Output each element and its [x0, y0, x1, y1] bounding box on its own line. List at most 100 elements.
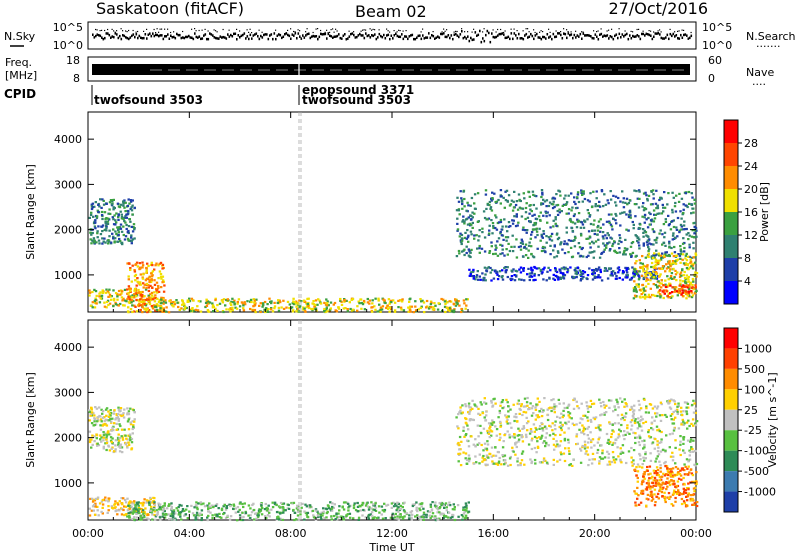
scatter-cell [539, 270, 543, 273]
scatter-cell [115, 509, 119, 512]
scatter-cell [539, 211, 542, 214]
scatter-cell [669, 407, 673, 410]
scatter-cell [127, 306, 130, 309]
scatter-cell [91, 500, 95, 503]
scatter-cell [688, 286, 691, 289]
scatter-cell [329, 508, 332, 511]
scatter-cell [253, 299, 257, 302]
scatter-cell [682, 203, 685, 206]
scatter-cell [685, 259, 689, 262]
scatter-cell [632, 290, 636, 293]
scatter-cell [624, 412, 628, 415]
scatter-cell [388, 310, 391, 313]
scatter-cell [683, 463, 686, 466]
noise-sample [105, 32, 108, 35]
scatter-cell [431, 515, 434, 518]
scatter-cell [606, 269, 609, 272]
scatter-cell [661, 233, 664, 236]
scatter-cell [292, 300, 295, 303]
scatter-cell [205, 304, 209, 307]
scatter-cell [191, 512, 195, 515]
scatter-cell [124, 235, 128, 238]
scatter-cell [610, 270, 613, 274]
scatter-cell [546, 211, 549, 214]
scatter-cell [516, 402, 519, 405]
scatter-cell [542, 198, 545, 201]
scatter-cell [191, 307, 194, 310]
noise-sample [555, 30, 557, 32]
scatter-cell [88, 419, 91, 422]
scatter-cell [463, 248, 466, 251]
scatter-cell [684, 281, 687, 284]
scatter-cell [112, 507, 115, 510]
noise-right-tick-bottom: 10^0 [702, 39, 732, 52]
scatter-cell [578, 246, 582, 249]
noise-sample [216, 37, 219, 40]
date-title: 27/Oct/2016 [608, 0, 708, 18]
scatter-cell [477, 239, 480, 242]
scatter-cell [429, 300, 433, 303]
scatter-cell [553, 405, 556, 408]
scatter-cell [397, 306, 400, 309]
scatter-cell [608, 406, 611, 409]
scatter-cell [606, 463, 609, 466]
scatter-cell [515, 441, 518, 444]
noise-sample [624, 33, 627, 37]
scatter-cell [135, 261, 139, 264]
scatter-cell [126, 231, 129, 234]
scatter-cell [602, 250, 605, 253]
scatter-cell [411, 503, 415, 506]
scatter-cell [260, 513, 264, 516]
scatter-cell [256, 516, 260, 519]
scatter-cell [280, 306, 283, 309]
scatter-cell [540, 233, 543, 236]
scatter-cell [522, 192, 525, 195]
noise-sample [306, 32, 309, 36]
noise-sample [461, 28, 463, 30]
scatter-cell [682, 449, 685, 452]
scatter-cell [649, 436, 653, 439]
scatter-cell [159, 261, 163, 264]
scatter-cell [149, 509, 152, 512]
scatter-cell [541, 461, 544, 464]
scatter-cell [688, 458, 692, 461]
scatter-cell [693, 202, 697, 205]
scatter-cell [581, 200, 584, 203]
scatter-cell [503, 454, 507, 457]
scatter-cell [489, 425, 492, 428]
scatter-cell [155, 262, 158, 265]
scatter-cell [521, 207, 525, 210]
scatter-cell [504, 199, 508, 202]
scatter-cell [443, 515, 446, 518]
scatter-cell [646, 271, 649, 275]
scatter-cell [515, 275, 518, 278]
scatter-cell [451, 508, 455, 511]
scatter-cell [108, 302, 112, 305]
scatter-cell [507, 410, 510, 413]
noise-sample [450, 34, 453, 37]
scatter-cell [222, 298, 226, 301]
scatter-cell [668, 240, 671, 243]
scatter-cell [481, 231, 484, 234]
scatter-cell [475, 274, 479, 277]
scatter-cell [645, 278, 648, 281]
scatter-cell [162, 300, 166, 303]
scatter-cell [115, 428, 118, 431]
scatter-cell [317, 512, 320, 515]
scatter-cell [467, 216, 470, 219]
scatter-cell [224, 508, 228, 511]
scatter-cell [644, 272, 647, 276]
scatter-cell [602, 237, 605, 240]
noise-sample [485, 33, 487, 37]
scatter-cell [642, 459, 646, 462]
scatter-cell [511, 234, 514, 237]
noise-sample [498, 32, 501, 36]
scatter-cell [671, 459, 675, 462]
scatter-cell [601, 452, 604, 455]
scatter-cell [575, 433, 579, 436]
scatter-cell [511, 219, 514, 222]
scatter-cell [116, 202, 120, 205]
scatter-cell [415, 501, 418, 504]
scatter-cell [282, 502, 286, 505]
